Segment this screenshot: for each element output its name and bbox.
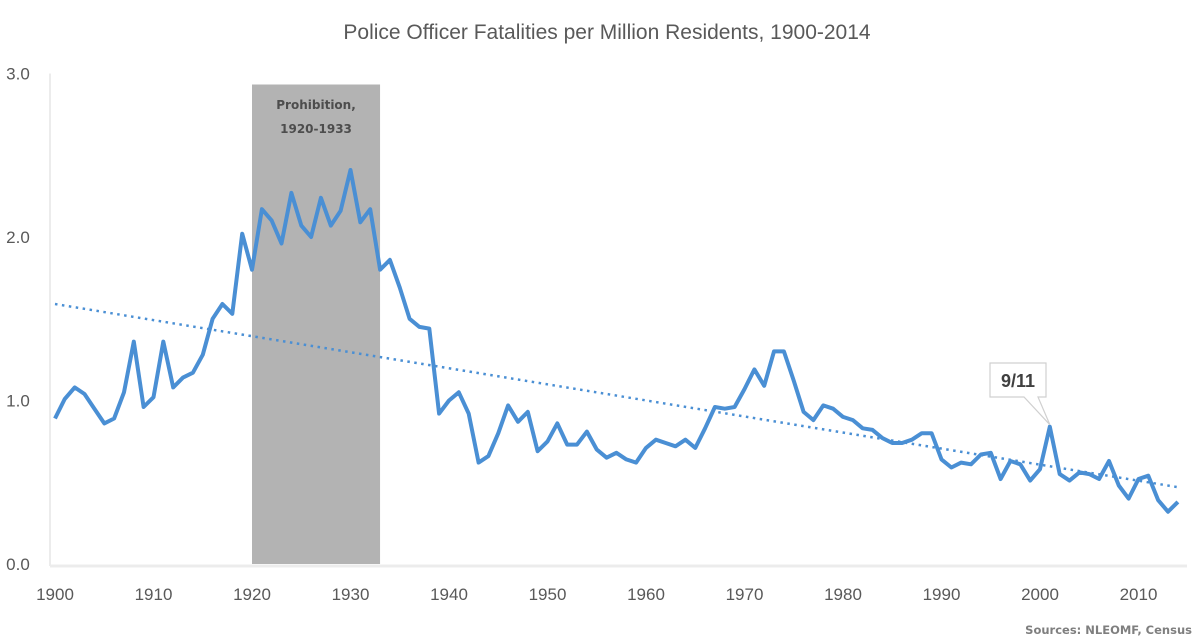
- y-tick-label: 0.0: [6, 555, 30, 574]
- x-tick-label: 1990: [923, 585, 961, 604]
- x-tick-label: 1900: [36, 585, 74, 604]
- chart-title: Police Officer Fatalities per Million Re…: [343, 21, 871, 44]
- x-tick-label: 1970: [726, 585, 764, 604]
- x-tick-label: 1920: [233, 585, 271, 604]
- x-tick-label: 1980: [824, 585, 862, 604]
- x-tick-label: 1960: [627, 585, 665, 604]
- callout-text: 9/11: [1001, 371, 1035, 391]
- y-tick-label: 1.0: [6, 392, 30, 411]
- y-tick-label: 3.0: [6, 65, 30, 84]
- source-note: Sources: NLEOMF, Census: [1025, 623, 1192, 637]
- prohibition-shaded-region: [252, 84, 381, 564]
- prohibition-label-line1: Prohibition,: [276, 98, 356, 112]
- annotation-callout-911: 9/11: [989, 362, 1051, 426]
- x-tick-label: 2000: [1021, 585, 1059, 604]
- x-tick-label: 1910: [135, 585, 173, 604]
- x-tick-label: 1950: [529, 585, 567, 604]
- series-line: [53, 168, 1180, 514]
- prohibition-label-line2: 1920-1933: [280, 122, 352, 136]
- callout-box: [989, 362, 1051, 426]
- y-tick-label: 2.0: [6, 228, 30, 247]
- x-tick-label: 2010: [1120, 585, 1158, 604]
- x-tick-label: 1930: [332, 585, 370, 604]
- trendline: [54, 302, 1179, 489]
- x-tick-label: 1940: [430, 585, 468, 604]
